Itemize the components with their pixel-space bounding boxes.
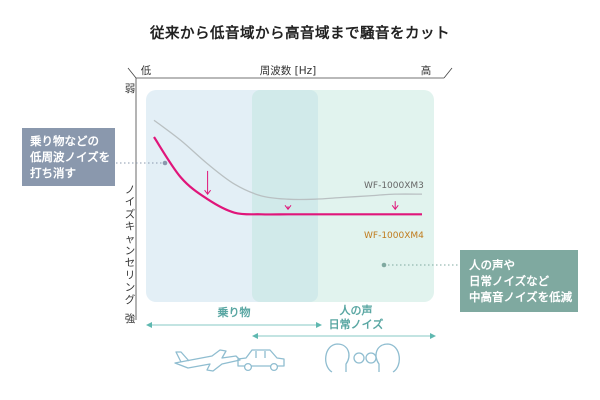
people-talking-icon (325, 343, 400, 373)
x-axis-label: 周波数 [Hz] (260, 64, 316, 77)
series-line-wf-1000xm3 (153, 119, 423, 201)
callout-right-line-1: 人の声や (469, 258, 515, 272)
reduction-arrow (284, 205, 292, 211)
callout-right-line-3: 中高音ノイズを低減 (469, 290, 573, 304)
airplane-icon (174, 349, 241, 372)
y-axis-tail (127, 67, 137, 79)
band-label-vehicles: 乗り物 (218, 305, 251, 319)
y-axis-label-char: ン (125, 245, 136, 257)
series-label-wf-1000xm4: WF-1000XM4 (364, 231, 424, 241)
car-icon (237, 349, 285, 372)
y-axis-label-char: イ (125, 196, 136, 208)
series-label-wf-1000xm3: WF-1000XM3 (364, 181, 424, 191)
callout-left-line-1: 乗り物などの (30, 134, 99, 148)
y-axis-label-char: グ (125, 293, 136, 306)
y-bottom-label: 強 (125, 312, 136, 325)
reduction-arrows (204, 170, 399, 211)
band-label-voices-line2: 日常ノイズ (329, 317, 384, 331)
y-axis-label-char: ズ (125, 207, 136, 220)
reduction-arrow (204, 170, 211, 196)
band-arrow-low (146, 322, 322, 328)
y-axis-label-char: セ (125, 257, 136, 269)
leader-left-dot (162, 160, 168, 166)
y-axis-label-char: ン (125, 282, 136, 294)
band-label-voices-line1: 人の声 (340, 303, 373, 317)
series-line-wf-1000xm4 (153, 136, 422, 216)
y-axis-label-char: キ (125, 221, 136, 233)
callout-left-line-3: 打ち消す (30, 166, 76, 180)
callout-low-frequency: 乗り物などの 低周波ノイズを 打ち消す (22, 128, 115, 186)
reduction-arrow (391, 201, 399, 211)
x-low-label: 低 (141, 64, 152, 77)
x-axis-tail (443, 67, 453, 79)
band-arrow-high (252, 333, 436, 339)
region-mid-overlap (252, 90, 318, 302)
y-top-label: 弱 (125, 83, 136, 95)
callout-mid-high-frequency: 人の声や 日常ノイズなど 中高音ノイズを低減 (460, 250, 578, 312)
leader-right-dot (381, 262, 387, 268)
x-high-label: 高 (421, 64, 432, 77)
y-axis-label-char: リ (125, 269, 136, 281)
callout-right-line-2: 日常ノイズなど (469, 274, 550, 288)
y-axis-label-char: ャ (125, 233, 136, 245)
callout-left-line-2: 低周波ノイズを (30, 150, 111, 164)
figure-title: 従来から低音域から高音域まで騒音をカット (150, 26, 450, 42)
y-axis-label-char: ノ (125, 184, 136, 196)
